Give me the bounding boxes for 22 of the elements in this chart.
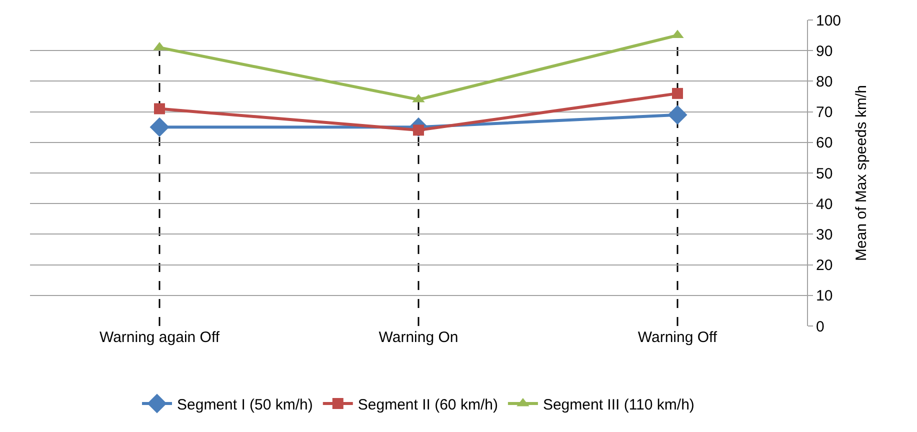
x-tick-label: Warning Off bbox=[638, 329, 718, 346]
point bbox=[150, 117, 170, 137]
x-tick-label: Warning again Off bbox=[99, 329, 220, 346]
point bbox=[668, 105, 688, 125]
legend-label: Segment II (60 km/h) bbox=[358, 396, 498, 414]
y-tick-label: 90 bbox=[816, 42, 833, 60]
y-tick-label: 60 bbox=[816, 134, 833, 152]
y-tick-label: 100 bbox=[816, 12, 842, 30]
x-tick-label: Warning On bbox=[378, 329, 458, 346]
y-tick-label: 20 bbox=[816, 257, 833, 274]
y-tick-label: 0 bbox=[816, 318, 824, 336]
y-tick-label: 70 bbox=[816, 104, 833, 122]
point bbox=[154, 103, 165, 114]
y-tick-label: 50 bbox=[816, 165, 833, 182]
legend-label: Segment III (110 km/h) bbox=[542, 396, 694, 414]
y-tick-label: 80 bbox=[816, 73, 833, 90]
point bbox=[672, 88, 683, 99]
y-tick-label: 10 bbox=[816, 288, 833, 305]
y-axis-title: Mean of Max speeds km/h bbox=[853, 85, 870, 261]
y-tick-label: 30 bbox=[816, 226, 833, 244]
legend-label: Segment I (50 km/h) bbox=[177, 396, 313, 414]
y-tick-label: 40 bbox=[816, 196, 833, 213]
